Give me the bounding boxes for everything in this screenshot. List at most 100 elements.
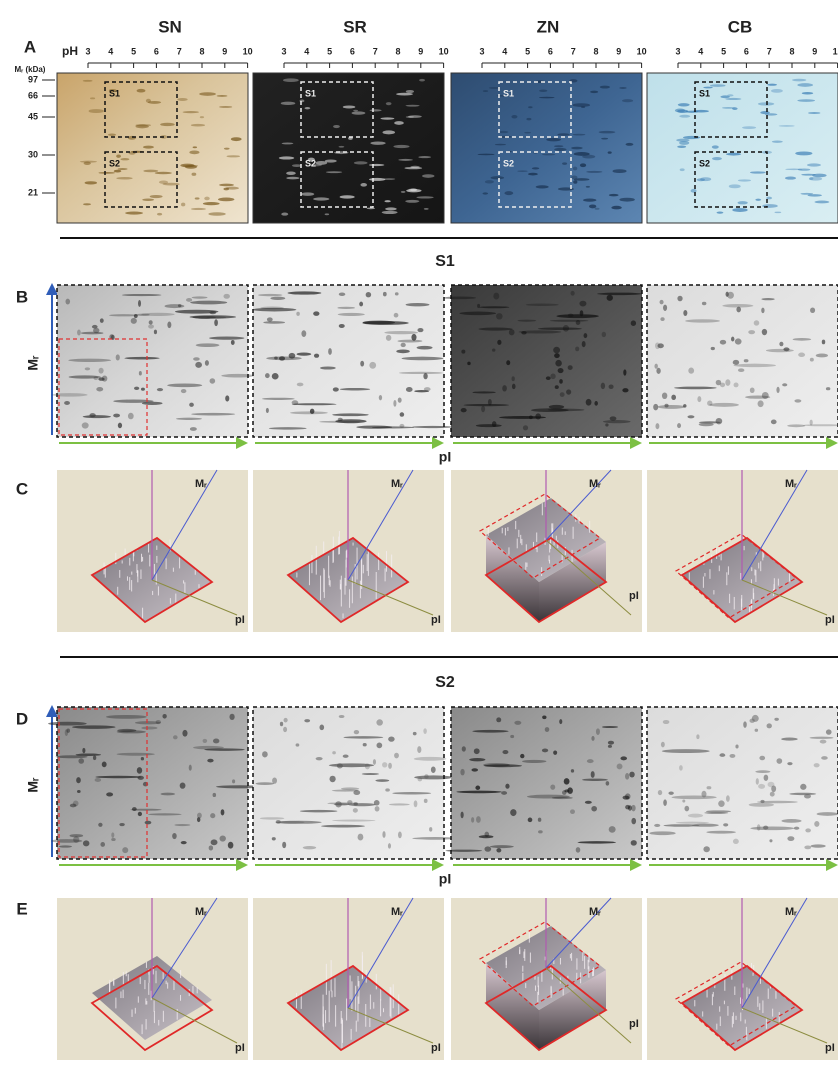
zoom-spot [814,821,819,827]
gel-spot [517,170,528,172]
gel-spot [385,207,397,210]
zoom-spot [768,782,775,787]
gel-spot [495,144,506,146]
gel-spot [478,154,495,156]
zoom-spot [660,300,664,304]
zoom-spot [577,841,616,843]
ph-tick-label: 4 [304,46,309,56]
zoom-spot [814,763,820,767]
zoom-spot [550,320,589,322]
gel-spot [619,198,634,202]
zoom-spot [776,758,782,764]
zoom-spot [189,765,192,771]
zoom-spot [65,299,70,305]
zoom-spot [488,399,492,405]
zoom-spot [658,343,664,348]
gel-spot [742,126,756,129]
zoom-spot [288,291,322,294]
zoom-spot [461,350,465,354]
zoom-spot [674,387,717,390]
zoom-spot [576,847,581,853]
zoom-spot [100,318,104,323]
gel-spot [808,112,820,114]
gel-spot [611,206,621,210]
zoom-spot [816,354,828,358]
zoom-spot [292,403,337,405]
zoom-spot [119,823,124,826]
plot-pi-label: pI [629,1018,639,1030]
zoom-spot [810,737,834,739]
zoom-spot [354,730,359,734]
gel-spot [795,151,812,155]
zoom-spot [736,307,741,313]
mass-tick-label: 45 [28,111,38,121]
zoom-spot [716,418,723,424]
zoom-spot [510,809,516,816]
zoom-spot [172,833,177,839]
zoom-spot [662,392,667,399]
zoom-spot [676,822,709,824]
zoom-spot [423,728,426,734]
zoom-spot [402,357,444,361]
zoom-spot [749,803,774,807]
zoom-spot [94,376,99,380]
zoom-spot [545,727,550,732]
zoom-spot [332,751,336,754]
zoom-spot [631,320,636,326]
zoom-spot [483,763,510,767]
gel-spot [574,152,590,156]
zoom-spot [362,773,379,775]
ph-tick-label: 5 [327,46,332,56]
gel-spot [380,117,394,119]
zoom-spot [469,758,485,761]
gel-spot [89,109,104,113]
zoom-spot [701,791,706,798]
gel-spot [191,208,206,210]
zoom-spot [582,341,586,347]
zoom-spot [518,320,537,322]
gel-spot [333,125,340,128]
gel-spot [581,106,585,108]
plot-mr-label: Mᵣ [391,478,403,490]
zoom-spot [804,845,811,849]
ph-tick-label: 9 [222,46,227,56]
zoom-spot [555,360,561,367]
zoom-spot [65,729,68,736]
zoom-spot [631,805,635,812]
zoom-spot [209,337,244,340]
gel-spot [406,116,414,118]
gel-spot [595,208,600,210]
zoom-spot [779,342,783,347]
plot-pi-label: pI [825,1042,835,1054]
zoom-spot [181,389,186,393]
gel-spot [766,197,772,200]
gel-spot [717,211,724,213]
plot-pi-label: pI [431,1042,441,1054]
zoom-image [647,707,838,859]
zoom-spot [605,423,608,426]
gel-box-label: S2 [305,158,316,168]
gel-spot [125,211,143,214]
gel-spot [808,194,822,196]
gel-spot [539,97,555,99]
gel-spot [726,153,741,156]
zoom-spot [401,343,406,347]
zoom-spot [749,719,754,723]
gel-spot [758,102,774,105]
zoom-spot [327,802,357,804]
ph-tick-label: 6 [744,46,749,56]
zoom-spot [229,714,234,720]
zoom-spot [733,360,739,365]
zoom-spot [431,766,436,773]
gel-spot [416,196,433,198]
zoom-spot [303,846,316,849]
zoom-spot [262,398,295,400]
zoom-spot [706,831,736,834]
zoom-spot [462,746,466,751]
zoom-spot [550,373,555,379]
zoom-spot [93,755,96,760]
gel-spot [224,148,230,150]
ph-tick-label: 10 [833,46,838,56]
zoom-spot [601,383,605,389]
gel-spot [114,170,121,173]
